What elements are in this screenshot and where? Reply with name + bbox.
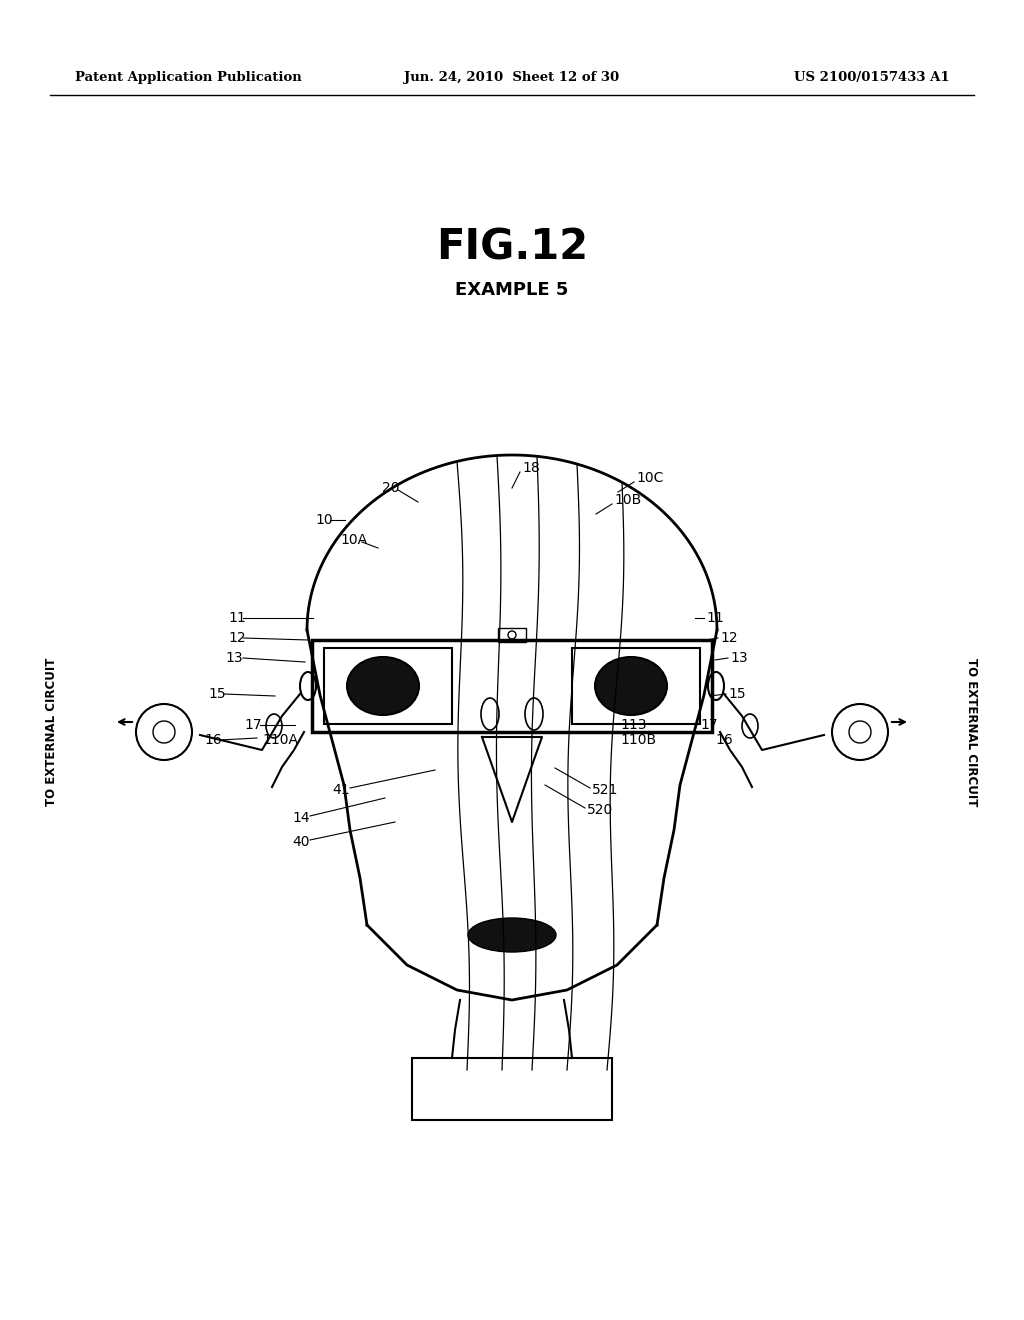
Text: 13: 13 xyxy=(225,651,243,665)
Text: 13: 13 xyxy=(730,651,748,665)
Text: Patent Application Publication: Patent Application Publication xyxy=(75,71,302,84)
Text: 521: 521 xyxy=(592,783,618,797)
Text: 10B: 10B xyxy=(614,492,641,507)
Text: 17: 17 xyxy=(244,718,261,733)
Text: 16: 16 xyxy=(715,733,733,747)
Text: 113: 113 xyxy=(620,718,646,733)
Text: 14: 14 xyxy=(292,810,309,825)
Text: 12: 12 xyxy=(228,631,246,645)
Text: 11: 11 xyxy=(228,611,246,624)
Text: 10C: 10C xyxy=(636,471,664,484)
Text: 11: 11 xyxy=(706,611,724,624)
Bar xyxy=(498,628,526,642)
Bar xyxy=(324,648,452,723)
Text: 18: 18 xyxy=(522,461,540,475)
Text: Jun. 24, 2010  Sheet 12 of 30: Jun. 24, 2010 Sheet 12 of 30 xyxy=(404,71,620,84)
Text: 20: 20 xyxy=(382,480,399,495)
Ellipse shape xyxy=(347,657,419,715)
Text: TO EXTERNAL CIRCUIT: TO EXTERNAL CIRCUIT xyxy=(45,657,58,807)
Text: 10A: 10A xyxy=(340,533,368,546)
Text: 40: 40 xyxy=(292,836,309,849)
Text: 15: 15 xyxy=(208,686,225,701)
Text: 110A: 110A xyxy=(262,733,298,747)
Text: FIG.12: FIG.12 xyxy=(436,227,588,269)
Ellipse shape xyxy=(595,657,667,715)
Ellipse shape xyxy=(468,917,556,952)
Bar xyxy=(412,1059,612,1119)
Text: 15: 15 xyxy=(728,686,745,701)
Text: 17: 17 xyxy=(700,718,718,733)
Text: 12: 12 xyxy=(720,631,737,645)
Text: 41: 41 xyxy=(332,783,349,797)
Bar xyxy=(312,640,712,733)
Text: 16: 16 xyxy=(204,733,222,747)
Text: 520: 520 xyxy=(587,803,613,817)
Text: US 2100/0157433 A1: US 2100/0157433 A1 xyxy=(795,71,950,84)
Text: TO EXTERNAL CIRCUIT: TO EXTERNAL CIRCUIT xyxy=(966,657,979,807)
Text: 110B: 110B xyxy=(620,733,656,747)
Text: EXAMPLE 5: EXAMPLE 5 xyxy=(456,281,568,300)
Text: 10: 10 xyxy=(315,513,333,527)
Bar xyxy=(572,648,700,723)
